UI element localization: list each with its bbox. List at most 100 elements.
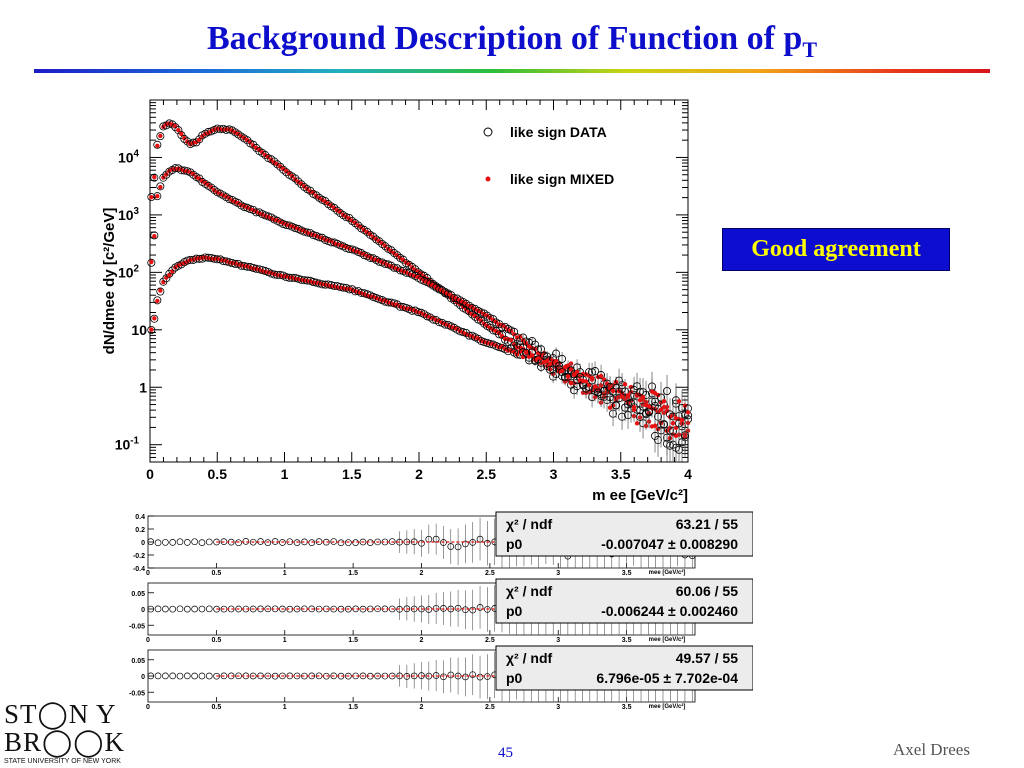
ratio-point xyxy=(462,540,469,548)
ratio-point xyxy=(374,672,381,680)
y-tick-label: 102 xyxy=(118,263,140,280)
y-tick-label: 1 xyxy=(139,379,147,395)
mixed-point xyxy=(664,408,670,414)
ratio-x-tick-label: 2.5 xyxy=(485,637,495,643)
mixed-point xyxy=(508,328,514,334)
data-point xyxy=(447,291,456,300)
mixed-point xyxy=(631,404,637,410)
stony-brook-logo: ST◯N Y BR◯◯K STATE UNIVERSITY OF NEW YOR… xyxy=(4,700,124,766)
data-point xyxy=(609,387,618,396)
data-point xyxy=(498,330,507,339)
ratio-point xyxy=(183,539,191,546)
mixed-point xyxy=(197,176,202,181)
stats-p0-label: p0 xyxy=(506,603,523,619)
data-point xyxy=(192,138,201,147)
ratio-point xyxy=(162,605,169,613)
data-point xyxy=(612,401,621,410)
ratio-point xyxy=(169,605,177,613)
ratio-x-tick-label: 1.5 xyxy=(348,704,358,710)
data-point xyxy=(480,319,489,328)
data-point xyxy=(663,433,672,442)
ratio-x-tick-label: 0 xyxy=(146,637,150,643)
legend-data-label: like sign DATA xyxy=(510,124,607,140)
mixed-point xyxy=(299,181,304,187)
ratio-point xyxy=(440,673,447,681)
ratio-point xyxy=(205,672,213,680)
mixed-point xyxy=(149,259,154,265)
mixed-point xyxy=(598,373,604,379)
data-point xyxy=(513,350,522,359)
data-point xyxy=(477,316,486,325)
mixed-point xyxy=(685,410,691,415)
stats-chi2-value: 49.57 / 55 xyxy=(676,650,738,666)
ratio-y-tick-label: -0.4 xyxy=(133,566,145,573)
legend-data-marker xyxy=(483,127,493,137)
ratio-point xyxy=(183,672,191,680)
mixed-point xyxy=(613,379,619,385)
x-tick-label: 0.5 xyxy=(208,466,228,482)
ratio-point xyxy=(440,605,447,612)
mixed-point xyxy=(646,404,652,409)
ratio-x-tick-label: 1.5 xyxy=(348,570,358,576)
mixed-point xyxy=(511,332,517,337)
stats-p0-value: -0.007047 ± 0.008290 xyxy=(601,536,738,552)
ratio-point xyxy=(344,605,352,613)
ratio-point xyxy=(469,539,477,546)
data-point xyxy=(675,419,684,428)
data-point xyxy=(675,445,684,454)
mixed-point xyxy=(176,127,181,133)
ratio-point xyxy=(154,539,162,547)
mixed-point xyxy=(559,368,565,373)
data-point xyxy=(147,193,156,202)
mixed-point xyxy=(625,393,631,398)
mixed-point xyxy=(568,367,574,372)
x-tick-label: 2.5 xyxy=(477,466,497,482)
mixed-point xyxy=(628,384,634,390)
mixed-point xyxy=(302,184,307,189)
title-subscript: T xyxy=(802,36,818,62)
mixed-point xyxy=(670,420,676,426)
mixed-point xyxy=(284,168,289,174)
ratio-point xyxy=(352,539,359,546)
ratio-x-tick-label: 0 xyxy=(146,570,150,576)
ratio-x-tick-label: 0.5 xyxy=(212,570,222,576)
ratio-x-tick-label: 0 xyxy=(146,704,150,710)
mixed-point xyxy=(589,375,595,381)
data-point xyxy=(162,170,171,179)
mixed-point xyxy=(586,382,592,388)
ratio-y-tick-label: -0.05 xyxy=(129,623,145,630)
ratio-panel-1: 0.4 0.2 0 -0.2 -0.4 0.5 1 1.5 2 2.5 3 3.5 0 mee [GeV/… xyxy=(133,511,753,576)
data-point xyxy=(660,420,669,429)
ratio-point xyxy=(249,538,257,546)
stats-p0-value: -0.006244 ± 0.002460 xyxy=(601,603,738,619)
ratio-point xyxy=(169,539,177,546)
ratio-x-tick-label: 1 xyxy=(283,704,287,710)
data-point xyxy=(162,274,171,283)
ratio-point xyxy=(162,672,169,680)
ratio-point xyxy=(191,605,198,613)
data-point xyxy=(270,157,279,166)
data-point xyxy=(540,351,549,360)
ratio-y-tick-label: 0.05 xyxy=(131,658,145,665)
mixed-point xyxy=(353,220,358,225)
author-name: Axel Drees xyxy=(893,740,970,759)
mixed-point xyxy=(400,257,406,263)
ratio-point xyxy=(264,539,272,546)
mixed-point xyxy=(553,359,559,364)
data-point xyxy=(345,213,354,222)
data-point xyxy=(597,371,606,380)
mixed-point xyxy=(517,334,523,339)
ratio-point xyxy=(279,672,286,680)
ratio-point xyxy=(264,672,272,680)
data-point xyxy=(627,398,636,407)
ratio-x-tick-label: 2 xyxy=(420,637,424,643)
ratio-x-axis-title: mee [GeV/c²] xyxy=(649,703,686,710)
y-tick-label: 104 xyxy=(118,148,140,165)
data-point xyxy=(387,246,396,255)
data-point xyxy=(297,180,306,189)
mixed-point xyxy=(478,318,484,323)
ratio-point xyxy=(279,539,286,546)
stats-chi2-value: 63.21 / 55 xyxy=(676,516,738,532)
data-point xyxy=(189,170,198,179)
ratio-point xyxy=(293,539,301,546)
